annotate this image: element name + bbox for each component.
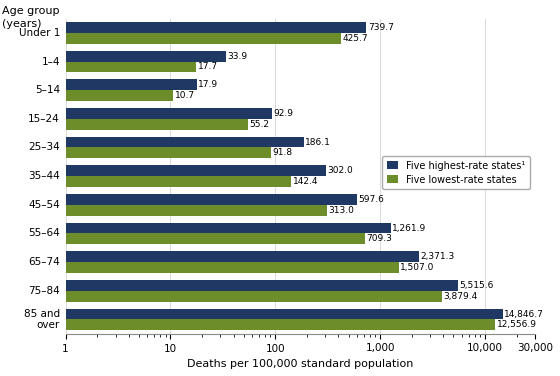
- Bar: [0, 176, 291, 187]
- Text: 12,556.9: 12,556.9: [497, 320, 536, 329]
- Bar: [0, 33, 341, 44]
- Text: 313.0: 313.0: [329, 206, 354, 215]
- Bar: [0, 119, 248, 130]
- Bar: [0, 147, 272, 158]
- Bar: [0, 79, 197, 90]
- Text: 17.9: 17.9: [198, 80, 218, 89]
- Bar: [0, 309, 503, 320]
- Bar: [0, 22, 366, 33]
- Text: 425.7: 425.7: [343, 34, 368, 43]
- Bar: [0, 233, 365, 244]
- Text: 709.3: 709.3: [366, 234, 392, 243]
- Bar: [0, 251, 419, 262]
- Text: 739.7: 739.7: [368, 23, 394, 32]
- Text: 17.7: 17.7: [198, 62, 218, 71]
- Text: 91.8: 91.8: [273, 149, 293, 158]
- Bar: [0, 62, 197, 73]
- Text: 10.7: 10.7: [175, 91, 195, 100]
- Bar: [0, 205, 327, 216]
- X-axis label: Deaths per 100,000 standard population: Deaths per 100,000 standard population: [187, 359, 413, 369]
- Bar: [0, 90, 174, 101]
- Legend: Five highest-rate states¹, Five lowest-rate states: Five highest-rate states¹, Five lowest-r…: [382, 156, 530, 190]
- Text: 597.6: 597.6: [358, 195, 384, 204]
- Text: 33.9: 33.9: [227, 52, 248, 61]
- Bar: [0, 320, 496, 331]
- Bar: [0, 51, 226, 62]
- Text: 302.0: 302.0: [327, 166, 353, 175]
- Text: 5,515.6: 5,515.6: [459, 281, 494, 290]
- Bar: [0, 165, 325, 176]
- Bar: [0, 108, 272, 119]
- Bar: [0, 280, 458, 291]
- Text: 186.1: 186.1: [305, 138, 331, 147]
- Text: 14,846.7: 14,846.7: [505, 309, 544, 318]
- Bar: [0, 291, 442, 302]
- Text: 1,507.0: 1,507.0: [400, 263, 435, 272]
- Text: 92.9: 92.9: [273, 109, 293, 118]
- Text: 1,261.9: 1,261.9: [392, 223, 426, 232]
- Text: Age group
(years): Age group (years): [2, 6, 60, 29]
- Bar: [0, 223, 391, 233]
- Text: 55.2: 55.2: [250, 120, 269, 129]
- Bar: [0, 262, 399, 273]
- Text: 3,879.4: 3,879.4: [443, 292, 478, 301]
- Bar: [0, 136, 304, 147]
- Text: 2,371.3: 2,371.3: [421, 252, 455, 261]
- Text: 142.4: 142.4: [293, 177, 318, 186]
- Bar: [0, 194, 357, 205]
